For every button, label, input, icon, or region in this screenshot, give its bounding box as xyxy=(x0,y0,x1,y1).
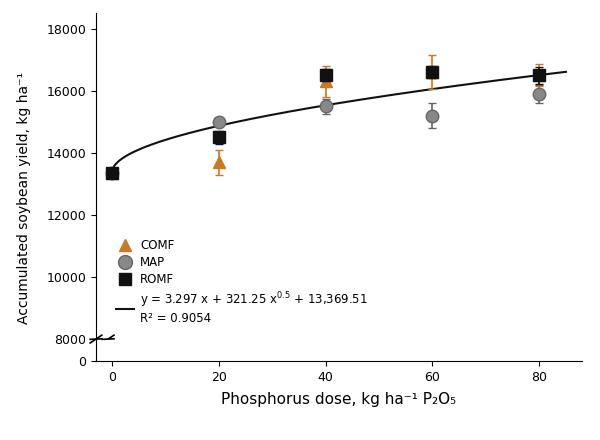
X-axis label: Phosphorus dose, kg ha⁻¹ P₂O₅: Phosphorus dose, kg ha⁻¹ P₂O₅ xyxy=(221,392,457,407)
Legend: COMF, MAP, ROMF, y = 3.297 x + 321.25 x$^{0.5}$ + 13,369.51
R² = 0.9054: COMF, MAP, ROMF, y = 3.297 x + 321.25 x$… xyxy=(112,235,373,330)
Text: Accumulated soybean yield, kg ha⁻¹: Accumulated soybean yield, kg ha⁻¹ xyxy=(17,72,31,324)
